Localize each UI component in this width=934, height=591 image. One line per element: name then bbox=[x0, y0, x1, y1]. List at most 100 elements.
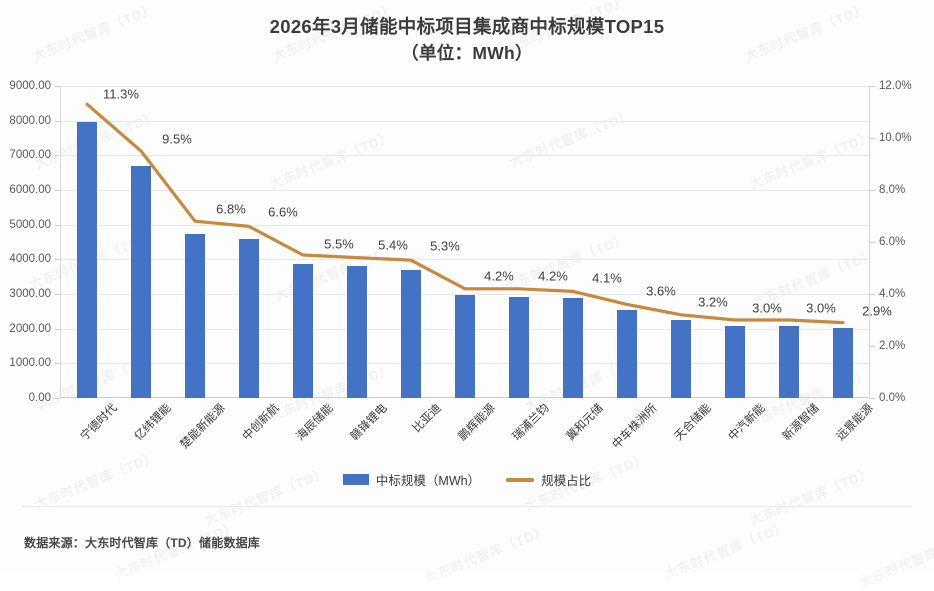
line-point-label: 3.0% bbox=[752, 300, 782, 316]
bar bbox=[563, 298, 583, 398]
bar-series bbox=[60, 86, 870, 398]
gridline bbox=[60, 259, 870, 261]
y-axis-left-tickmark bbox=[55, 120, 60, 122]
line-point-label: 6.8% bbox=[216, 201, 246, 217]
line-point-label: 6.6% bbox=[268, 204, 298, 220]
y-axis-left-tickmark bbox=[55, 294, 60, 295]
y-axis-right-tickmark bbox=[870, 242, 875, 243]
y-axis-left-tick-label: 7000.00 bbox=[9, 149, 51, 162]
y-axis-left-tick-label: 2000.00 bbox=[9, 322, 51, 335]
y-axis-left bbox=[60, 86, 61, 398]
line-point-label: 4.2% bbox=[484, 268, 514, 284]
y-axis-left-tick-label: 9000.00 bbox=[9, 80, 51, 92]
y-axis-left-tickmark bbox=[55, 155, 60, 157]
chart-legend: 中标规模（MWh） 规模占比 bbox=[0, 470, 934, 489]
bar bbox=[725, 325, 745, 398]
bar bbox=[833, 327, 853, 398]
gridline bbox=[60, 224, 870, 226]
bar bbox=[455, 294, 475, 398]
x-axis-label: 中创新航 bbox=[240, 402, 282, 444]
x-axis-label: 亿纬锂能 bbox=[132, 402, 174, 444]
y-axis-left-tickmark bbox=[55, 328, 60, 330]
bar bbox=[671, 320, 691, 398]
y-axis-right-tickmark bbox=[870, 346, 875, 347]
watermark-text: 大东时代智库（TD） bbox=[661, 516, 790, 583]
bar bbox=[77, 122, 97, 398]
line-point-label: 3.2% bbox=[698, 294, 728, 310]
data-source-note: 数据来源：大东时代智库（TD）储能数据库 bbox=[24, 536, 260, 550]
y-axis-right-tickmark bbox=[870, 86, 875, 87]
line-point-label: 9.5% bbox=[162, 131, 192, 147]
watermark-text: 大东时代智库（TD） bbox=[856, 524, 934, 591]
line-point-label: 5.4% bbox=[378, 237, 408, 253]
y-axis-right-tickmark bbox=[870, 190, 875, 191]
x-axis-label: 海辰储能 bbox=[294, 402, 336, 444]
x-axis-label: 比亚迪 bbox=[410, 402, 444, 436]
y-axis-right-tickmark bbox=[870, 398, 875, 399]
bar bbox=[239, 239, 259, 398]
y-axis-right-tick-label: 2.0% bbox=[879, 340, 906, 352]
gridline bbox=[60, 120, 870, 122]
y-axis-left-tickmark bbox=[55, 86, 60, 87]
line-point-label: 3.0% bbox=[806, 300, 836, 316]
legend-item[interactable]: 中标规模（MWh） bbox=[342, 470, 481, 489]
y-axis-right-tick-label: 6.0% bbox=[879, 236, 906, 248]
y-axis-left-tick-label: 3000.00 bbox=[9, 288, 51, 300]
chart-title-line1: 2026年3月储能中标项目集成商中标规模TOP15 bbox=[269, 16, 665, 37]
chart-title: 2026年3月储能中标项目集成商中标规模TOP15 （单位：MWh） bbox=[0, 14, 934, 66]
gridline bbox=[60, 155, 870, 157]
legend-label: 中标规模（MWh） bbox=[375, 474, 481, 488]
bar bbox=[185, 234, 205, 398]
y-axis-left-tick-label: 0.00 bbox=[28, 392, 51, 404]
legend-label: 规模占比 bbox=[541, 474, 592, 488]
y-axis-right bbox=[869, 86, 870, 398]
chart-title-line2: （单位：MWh） bbox=[401, 42, 533, 63]
y-axis-right-tick-label: 4.0% bbox=[879, 288, 906, 300]
y-axis-right-tick-label: 12.0% bbox=[879, 80, 912, 92]
line-point-label: 4.1% bbox=[592, 270, 622, 286]
line-point-label: 5.5% bbox=[324, 236, 354, 252]
watermark-text: 大东时代智库（TD） bbox=[421, 520, 550, 587]
legend-line-swatch-icon bbox=[506, 477, 535, 482]
x-axis-label: 鹏辉能源 bbox=[456, 402, 498, 444]
bar bbox=[131, 166, 151, 398]
y-axis-left-tick-label: 4000.00 bbox=[9, 253, 51, 266]
bar bbox=[401, 270, 421, 398]
footer-divider bbox=[22, 506, 912, 507]
line-path bbox=[85, 102, 845, 325]
x-axis-label: 远景能源 bbox=[834, 402, 876, 444]
y-axis-left-tickmark bbox=[55, 259, 60, 261]
gridline bbox=[60, 86, 870, 87]
x-axis-label: 冀和元储 bbox=[564, 402, 606, 444]
gridline bbox=[60, 294, 870, 295]
line-series bbox=[85, 102, 845, 325]
x-axis-label: 天合储能 bbox=[672, 402, 714, 444]
y-axis-left-tickmark bbox=[55, 190, 60, 191]
x-axis-labels: 宁德时代 亿纬锂能 楚能新能源 中创新航 海辰储能 赣锋锂电 比亚迪 鹏辉能源 瑞浦兰钧 冀和元储… bbox=[60, 400, 876, 470]
line-point-label: 3.6% bbox=[646, 283, 676, 299]
y-axis-right-tick-label: 8.0% bbox=[879, 184, 906, 196]
y-axis-left-tickmark bbox=[55, 224, 60, 226]
bar bbox=[509, 296, 529, 398]
x-axis-label: 赣锋锂电 bbox=[348, 402, 390, 444]
y-axis-left-tickmark bbox=[55, 363, 60, 365]
y-axis-right-tickmark bbox=[870, 294, 875, 295]
y-axis-right-tick-label: 0.0% bbox=[879, 392, 906, 404]
bar bbox=[347, 266, 367, 398]
x-axis-label: 楚能新能源 bbox=[178, 402, 228, 452]
line-point-label: 11.3% bbox=[103, 86, 139, 102]
y-axis-left-tick-label: 6000.00 bbox=[9, 184, 51, 196]
y-axis-left-tickmark bbox=[55, 398, 60, 399]
x-axis-label: 中车株洲所 bbox=[610, 402, 660, 452]
y-axis-left-tick-label: 1000.00 bbox=[9, 357, 51, 370]
x-axis-label: 中汽新能 bbox=[726, 402, 768, 444]
legend-item[interactable]: 规模占比 bbox=[506, 470, 591, 489]
bar bbox=[617, 309, 637, 398]
bar bbox=[293, 264, 313, 398]
x-axis-label: 宁德时代 bbox=[78, 402, 120, 444]
bar bbox=[779, 326, 799, 398]
line-point-label: 2.9% bbox=[862, 303, 892, 319]
legend-bar-swatch-icon bbox=[342, 474, 369, 485]
y-axis-left-tick-label: 5000.00 bbox=[9, 218, 51, 231]
